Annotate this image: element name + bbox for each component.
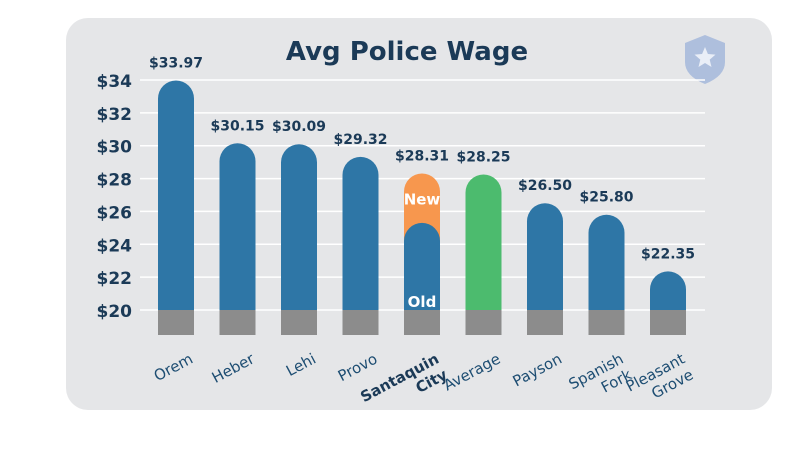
segment-label-old: Old [408, 293, 437, 311]
y-tick-label: $30 [97, 138, 133, 158]
y-tick-label: $26 [97, 203, 133, 223]
bar-base-orem [158, 310, 194, 335]
y-tick-label: $22 [97, 269, 133, 289]
y-tick-label: $24 [97, 236, 133, 256]
bar-spanish-fork [588, 214, 625, 311]
bar-average [465, 174, 502, 311]
bar-base-average [465, 310, 502, 335]
bar-base-provo [342, 310, 379, 335]
value-label-lehi: $30.09 [272, 119, 326, 135]
value-label-provo: $29.32 [333, 132, 387, 148]
bar-base-heber [219, 310, 256, 335]
y-tick-label: $34 [97, 72, 133, 92]
value-label-heber: $30.15 [210, 118, 264, 134]
bar-base-pleasant-grove [650, 310, 686, 335]
value-label-average: $28.25 [456, 149, 510, 165]
bar-santaquin-city-new [404, 173, 440, 241]
bar-base-santaquin-city [404, 310, 440, 335]
value-label-orem: $33.97 [149, 55, 203, 71]
bar-pleasant-grove [650, 271, 686, 311]
y-axis: $20 $22 $24 $26 $28 $30 $32 $34 [97, 72, 133, 322]
y-tick-label: $20 [97, 302, 133, 322]
bar-lehi [281, 144, 317, 311]
bar-provo [342, 156, 379, 311]
bar-heber [219, 143, 256, 311]
bars: $33.97 $30.15 $30.09 $29.32 New Old $28.31 $28.… [149, 55, 695, 335]
value-label-santaquin-city: $28.31 [395, 148, 449, 164]
segment-label-new: New [404, 190, 441, 208]
y-tick-label: $32 [97, 105, 133, 125]
bar-santaquin-city-old [404, 222, 440, 311]
bar-base-lehi [281, 310, 317, 335]
bar-base-payson [527, 310, 563, 335]
bar-base-spanish-fork [588, 310, 625, 335]
police-badge-icon [685, 35, 725, 84]
chart-title: Avg Police Wage [286, 37, 528, 67]
y-tick-label: $28 [97, 171, 133, 191]
value-label-pleasant-grove: $22.35 [641, 246, 695, 262]
bar-orem [158, 80, 194, 311]
value-label-spanish-fork: $25.80 [579, 190, 633, 206]
value-label-payson: $26.50 [518, 178, 572, 194]
bar-payson [527, 203, 563, 311]
